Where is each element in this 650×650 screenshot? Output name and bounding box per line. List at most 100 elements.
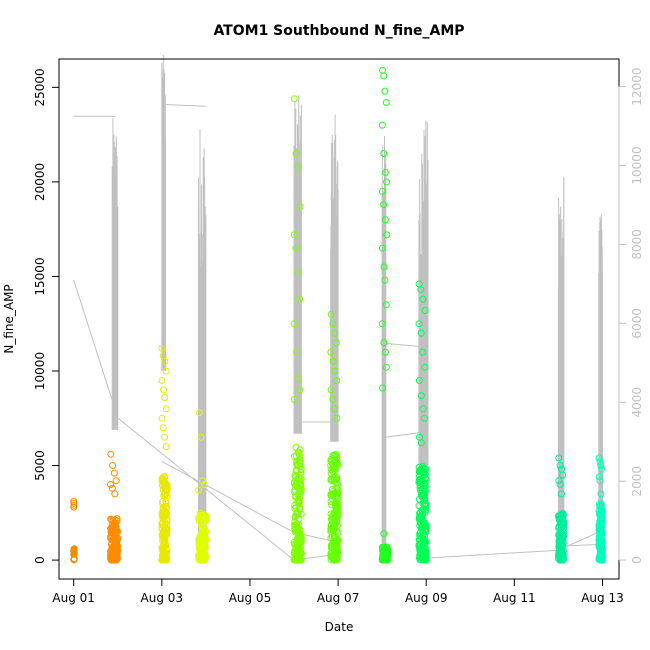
point-cluster [107,450,122,564]
data-point [420,495,428,503]
secondary-spike [161,54,166,371]
data-point [595,526,603,534]
data-point [113,515,121,523]
x-tick-label: Aug 09 [405,591,448,605]
data-point [329,320,337,328]
data-point [417,508,424,516]
data-point [108,484,116,492]
data-point [381,87,389,95]
data-point [331,367,339,375]
data-point [296,505,303,513]
data-point [296,477,304,485]
x-tick-label: Aug 07 [317,591,360,605]
data-point [327,348,335,356]
y-axis: 0 5000 10000 15000 20000 25000 [33,68,60,564]
data-point [595,507,603,515]
data-point [200,526,208,534]
y-axis-right: 0 2000 4000 6000 8000 10000 12000 [618,68,644,564]
data-point [598,465,606,473]
secondary-spike [111,118,119,430]
data-point [555,454,563,462]
data-point [416,536,424,543]
data-point [113,537,121,545]
x-tick-label: Aug 01 [52,591,95,605]
data-point [333,554,341,562]
data-point [382,301,390,309]
data-point [555,531,563,539]
secondary-spike [557,177,565,561]
data-point [110,469,118,477]
data-point [113,548,121,556]
data-point [421,491,429,499]
data-point [555,477,563,485]
data-point [333,540,341,548]
data-point [382,99,390,106]
data-point [333,537,340,545]
data-point [201,481,208,488]
data-point [416,476,424,484]
data-point [161,394,169,401]
data-point [327,310,335,318]
data-point [556,556,564,564]
data-point [332,500,340,508]
data-point [382,363,390,371]
data-point [332,484,340,492]
data-point [331,329,339,337]
data-point [330,535,338,543]
data-point [107,535,115,542]
data-point [381,169,389,176]
data-point [421,363,429,371]
data-point [421,307,429,314]
data-point [596,477,604,485]
y-tick-label: 0 [33,556,47,564]
data-point [332,339,340,347]
data-point [328,495,336,503]
data-point [293,348,300,356]
data-point [199,539,207,547]
point-cluster [290,95,305,564]
data-point [329,358,337,365]
data-point [291,552,299,560]
data-point [291,483,299,490]
data-point [559,551,567,559]
secondary-spike [330,114,339,442]
secondary-spike [198,129,207,561]
data-point [292,150,300,157]
data-point [332,503,340,511]
data-point [199,555,207,563]
data-point [380,72,388,80]
data-point [107,450,115,458]
x-tick-label: Aug 03 [141,591,184,605]
data-point [158,344,166,352]
data-point [331,405,339,413]
data-point [293,497,301,505]
data-point [294,163,302,171]
data-point [198,477,206,485]
data-point [598,543,605,551]
data-point [162,490,169,498]
data-point [109,536,116,544]
data-point [422,545,430,553]
data-point [297,465,305,473]
data-point [332,479,340,487]
data-point [556,540,563,548]
data-point [421,482,429,490]
data-point [162,405,170,413]
data-point [163,492,171,500]
data-point [195,539,203,546]
data-point [380,263,388,271]
data-point [109,462,117,469]
data-point [112,552,120,560]
data-point [111,524,119,532]
data-point [333,474,341,482]
secondary-spike [381,135,387,561]
data-point [294,375,302,383]
y-tick-label: 15000 [33,257,47,295]
data-point [158,414,166,422]
data-point [290,95,298,103]
data-point [383,231,391,239]
data-point [295,450,303,458]
x-axis: Aug 01 Aug 03 Aug 05 Aug 07 Aug 09 Aug 11 Aug … [52,578,624,605]
data-point [333,377,341,384]
data-point [159,424,167,432]
